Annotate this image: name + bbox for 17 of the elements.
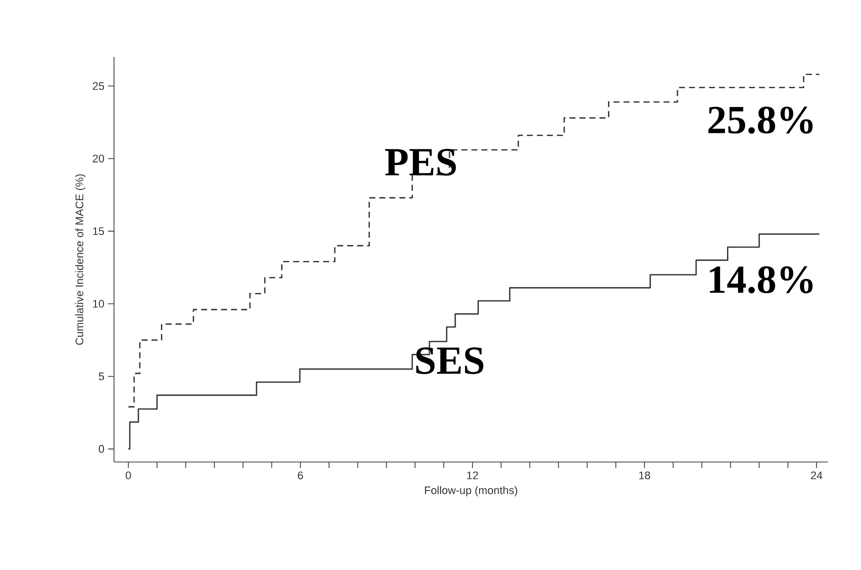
y-tick-label: 0 (98, 445, 104, 453)
y-tick-label: 10 (93, 300, 104, 308)
x-tick-label: 18 (639, 472, 650, 480)
x-tick-label: 12 (467, 472, 478, 480)
y-tick-label: 5 (98, 372, 104, 380)
y-tick-label: 25 (92, 82, 104, 90)
annotation: 14.8% (710, 266, 813, 294)
x-tick-label: 0 (126, 472, 131, 480)
x-tick-label: 24 (810, 472, 822, 480)
y-tick-label: 15 (93, 227, 104, 236)
x-tick-label: 6 (298, 472, 303, 480)
y-axis-title: Cumulative Incidence of MACE (%) (75, 174, 86, 345)
y-tick-label: 20 (92, 154, 104, 162)
x-axis-title: Follow-up (months) (425, 486, 518, 496)
series-label: PES (385, 148, 456, 176)
annotation: 25.8% (708, 106, 813, 134)
series-label: SES (416, 347, 484, 374)
